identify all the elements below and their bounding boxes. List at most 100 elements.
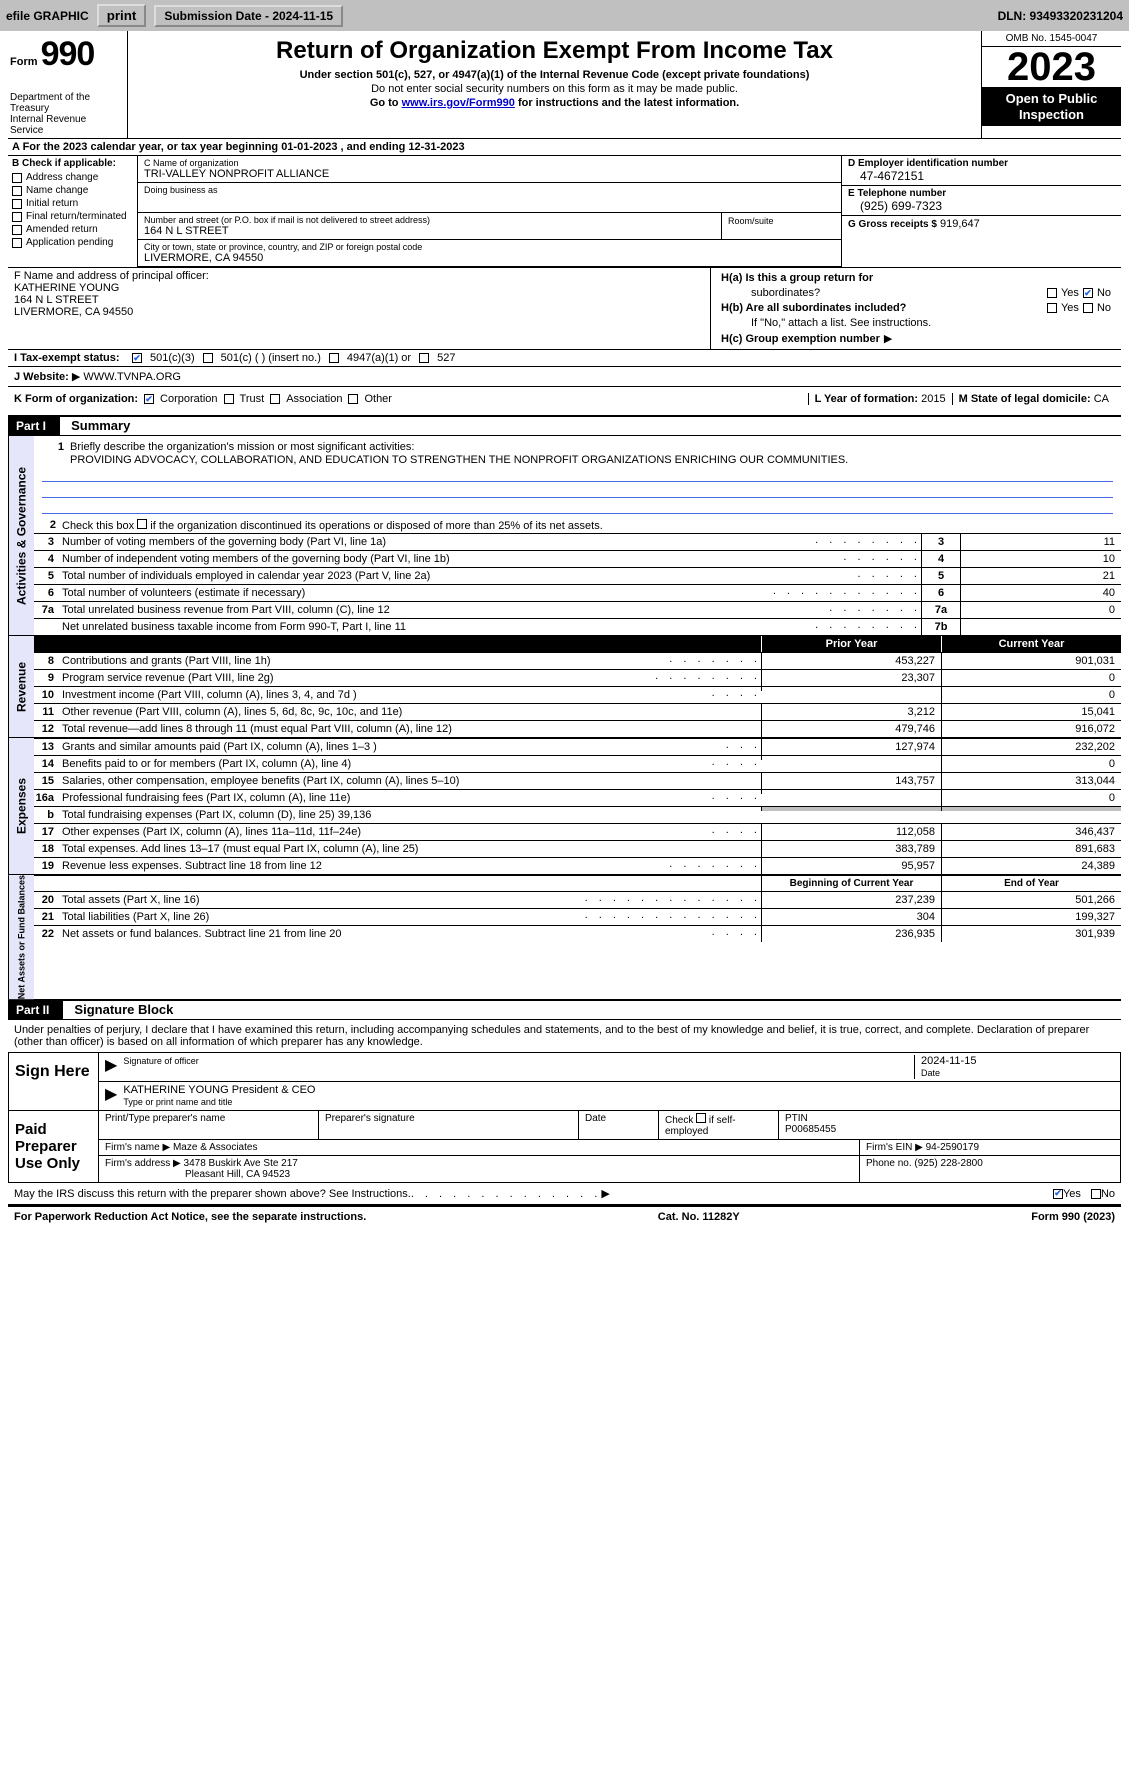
hc-label: H(c) Group exemption number: [721, 333, 880, 345]
line-7a-label: Total unrelated business revenue from Pa…: [58, 602, 829, 618]
line-5-label: Total number of individuals employed in …: [58, 568, 857, 584]
checkbox-corporation[interactable]: [144, 394, 154, 404]
ha-no-label: No: [1097, 287, 1111, 299]
line-14-current: 0: [941, 756, 1121, 772]
line-11-current: 15,041: [941, 704, 1121, 720]
room-label: Room/suite: [728, 216, 774, 226]
label-address-change: Address change: [26, 172, 98, 183]
dln-label: DLN: 93493320231204: [998, 9, 1123, 23]
line-14-prior: [761, 756, 941, 760]
line-18-current: 891,683: [941, 841, 1121, 857]
ha-row: H(a) Is this a group return for: [717, 271, 1115, 285]
label-527: 527: [437, 352, 455, 364]
gross-receipts-value: 919,647: [940, 218, 980, 230]
tab-governance: Activities & Governance: [8, 436, 34, 635]
firm-name-label: Firm's name: [105, 1142, 160, 1153]
prep-sig-label: Preparer's signature: [325, 1113, 415, 1124]
prep-name-label: Print/Type preparer's name: [105, 1113, 225, 1124]
street-value: 164 N L STREET: [144, 225, 229, 237]
line-15-current: 313,044: [941, 773, 1121, 789]
checkbox-527[interactable]: [419, 353, 429, 363]
irs-link[interactable]: www.irs.gov/Form990: [402, 97, 515, 109]
firm-phone-value: (925) 228-2800: [914, 1158, 982, 1169]
checkbox-final-return[interactable]: [12, 212, 22, 222]
checkbox-application-pending[interactable]: [12, 238, 22, 248]
ptin-value: P00685455: [785, 1124, 1114, 1135]
line-16b-current-shaded: [941, 807, 1121, 811]
line-5-value: 21: [961, 568, 1121, 584]
may-irs-discuss: May the IRS discuss this return with the…: [14, 1188, 411, 1200]
hb-no-checkbox[interactable]: [1083, 303, 1093, 313]
firm-ein-value: 94-2590179: [926, 1142, 979, 1153]
label-corporation: Corporation: [160, 393, 217, 405]
row-a-calendar-year: A For the 2023 calendar year, or tax yea…: [8, 139, 1121, 156]
firm-addr-label: Firm's address: [105, 1158, 170, 1169]
firm-ein-label: Firm's EIN: [866, 1142, 912, 1153]
link-prefix: Go to: [370, 97, 402, 109]
checkbox-association[interactable]: [270, 394, 280, 404]
checkbox-trust[interactable]: [224, 394, 234, 404]
footer-left: For Paperwork Reduction Act Notice, see …: [14, 1211, 366, 1223]
officer-name: KATHERINE YOUNG: [14, 282, 704, 294]
arrow-icon: ▶: [105, 1084, 123, 1108]
arrow-icon: ▶: [915, 1142, 923, 1153]
print-button[interactable]: print: [97, 4, 147, 27]
line-21-prior: 304: [761, 909, 941, 925]
subtitle-1: Under section 501(c), 527, or 4947(a)(1)…: [138, 69, 971, 81]
checkbox-line2[interactable]: [137, 519, 147, 529]
label-trust: Trust: [240, 393, 265, 405]
col-b-header: B Check if applicable:: [12, 158, 133, 169]
website-label: J Website:: [14, 371, 69, 383]
ha-no-checkbox[interactable]: [1083, 288, 1093, 298]
checkbox-address-change[interactable]: [12, 173, 22, 183]
dba-label: Doing business as: [144, 185, 835, 195]
line-22-label: Net assets or fund balances. Subtract li…: [58, 926, 712, 942]
arrow-icon: ▶: [601, 1187, 609, 1200]
label-501c3: 501(c)(3): [150, 352, 195, 364]
line-9-current: 0: [941, 670, 1121, 686]
checkbox-501c3[interactable]: [132, 353, 142, 363]
form-label: Form: [10, 56, 38, 68]
type-print-label: Type or print name and title: [123, 1097, 232, 1107]
form-number: 990: [41, 35, 95, 73]
ha-yes-checkbox[interactable]: [1047, 288, 1057, 298]
checkbox-other[interactable]: [348, 394, 358, 404]
return-title: Return of Organization Exempt From Incom…: [138, 37, 971, 65]
label-amended-return: Amended return: [26, 224, 98, 235]
line-10-label: Investment income (Part VIII, column (A)…: [58, 687, 712, 703]
checkbox-may-irs-yes[interactable]: [1053, 1189, 1063, 1199]
checkbox-amended-return[interactable]: [12, 225, 22, 235]
label-4947a1: 4947(a)(1) or: [347, 352, 411, 364]
subtitle-2: Do not enter social security numbers on …: [138, 83, 971, 95]
line-6-label: Total number of volunteers (estimate if …: [58, 585, 773, 601]
line-20-label: Total assets (Part X, line 16): [58, 892, 585, 908]
checkbox-initial-return[interactable]: [12, 199, 22, 209]
line-21-label: Total liabilities (Part X, line 26): [58, 909, 585, 925]
hb-yes-checkbox[interactable]: [1047, 303, 1057, 313]
line-7b-value: [961, 619, 1121, 635]
line-8-current: 901,031: [941, 653, 1121, 669]
checkbox-self-employed[interactable]: [696, 1113, 706, 1123]
checkbox-may-irs-no[interactable]: [1091, 1189, 1101, 1199]
footer-cat: Cat. No. 11282Y: [658, 1211, 740, 1223]
part-1-tag: Part I: [8, 417, 60, 435]
checkbox-501c[interactable]: [203, 353, 213, 363]
line-3-value: 11: [961, 534, 1121, 550]
checkbox-name-change[interactable]: [12, 186, 22, 196]
line-9-prior: 23,307: [761, 670, 941, 686]
line-3-label: Number of voting members of the governin…: [58, 534, 815, 550]
line-19-current: 24,389: [941, 858, 1121, 874]
ha-label: H(a) Is this a group return for: [721, 272, 873, 284]
phone-value: (925) 699-7323: [848, 199, 1115, 213]
line-18-label: Total expenses. Add lines 13–17 (must eq…: [58, 841, 761, 857]
street-label: Number and street (or P.O. box if mail i…: [144, 215, 715, 225]
line-22-prior: 236,935: [761, 926, 941, 942]
arrow-icon: ▶: [884, 332, 892, 345]
phone-label: E Telephone number: [848, 188, 1115, 199]
label-application-pending: Application pending: [26, 237, 113, 248]
footer-right: Form 990 (2023): [1031, 1211, 1115, 1223]
form-org-label: K Form of organization:: [14, 393, 138, 405]
line-13-label: Grants and similar amounts paid (Part IX…: [58, 739, 726, 755]
part-2-tag: Part II: [8, 1001, 63, 1019]
checkbox-4947a1[interactable]: [329, 353, 339, 363]
